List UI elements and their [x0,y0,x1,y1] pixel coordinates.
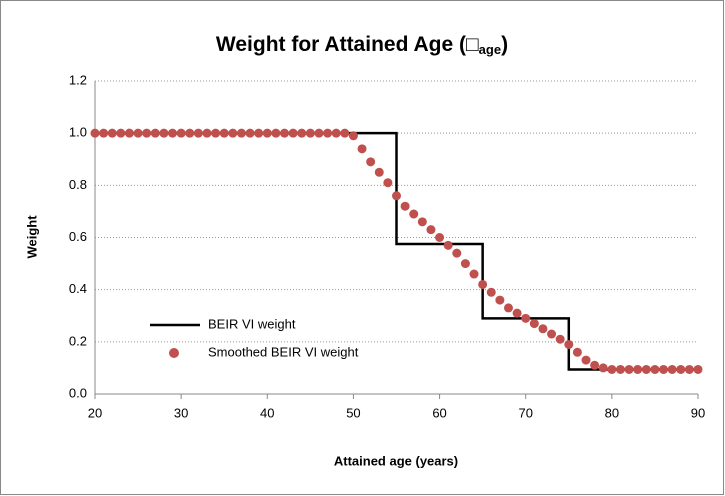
point [193,128,203,138]
point [262,128,272,138]
point [676,364,686,374]
point [366,157,376,167]
point [323,128,333,138]
title-suffix: ) [501,33,508,56]
point [469,269,479,279]
point [659,364,669,374]
point [495,295,505,305]
point [650,364,660,374]
x-tick-label: 90 [691,405,705,420]
point [90,128,100,138]
point [288,128,298,138]
point [615,364,625,374]
y-axis-title: Weight [24,215,39,259]
y-tick-label: 0.2 [69,333,87,348]
point [168,128,178,138]
x-tick-label: 50 [346,405,360,420]
point [150,128,160,138]
point [693,364,703,374]
point [228,128,238,138]
point [529,319,539,329]
point [641,364,651,374]
point [684,364,694,374]
point [581,355,591,365]
point [219,128,229,138]
point [572,347,582,357]
point [400,201,410,211]
point [305,128,315,138]
point [254,128,264,138]
point [460,259,470,269]
point [271,128,281,138]
point [409,209,419,219]
point [185,128,195,138]
y-tick-label: 0.8 [69,177,87,192]
point [452,248,462,258]
point [547,329,557,339]
y-tick-label: 0.6 [69,229,87,244]
y-tick-label: 0.0 [69,385,87,400]
point [374,167,384,177]
point [159,128,169,138]
point [392,191,401,201]
point [297,128,307,138]
point [357,144,367,154]
point [383,178,393,188]
legend-marker [169,348,179,358]
x-tick-label: 40 [260,405,274,420]
point [667,364,677,374]
point [99,128,109,138]
point [142,128,152,138]
point [538,324,548,334]
x-tick-label: 60 [432,405,446,420]
x-axis-title: Attained age (years) [334,453,458,468]
point [417,217,427,227]
y-tick-label: 1.2 [69,72,87,87]
y-tick-label: 0.4 [69,281,87,296]
point [124,128,134,138]
y-tick-label: 1.0 [69,125,87,140]
point [598,363,608,373]
x-tick-label: 30 [174,405,188,420]
point [236,128,246,138]
point [116,128,126,138]
point [590,360,600,370]
point [486,287,496,297]
point [633,364,643,374]
x-tick-label: 70 [518,405,532,420]
title-subscript: age [479,42,501,57]
point [443,240,453,250]
point [331,128,341,138]
chart-title: Weight for Attained Age (□age) [216,33,508,58]
point [478,279,488,289]
point [624,364,634,374]
point [245,128,255,138]
x-tick-label: 20 [88,405,102,420]
x-tick-label: 80 [605,405,619,420]
point [564,339,574,349]
title-main: Weight for Attained Age (□ [216,33,479,56]
point [133,128,143,138]
point [607,364,617,374]
point [176,128,186,138]
legend-label: Smoothed BEIR VI weight [208,344,359,359]
point [426,225,436,235]
point [107,128,117,138]
point [435,233,445,242]
point [211,128,221,138]
point [512,308,522,318]
point [503,303,513,313]
point [280,128,290,138]
legend-label: BEIR VI weight [208,316,296,331]
point [521,313,531,323]
point [348,131,358,141]
point [340,128,350,138]
point [202,128,212,138]
point [555,334,565,344]
point [314,128,324,138]
